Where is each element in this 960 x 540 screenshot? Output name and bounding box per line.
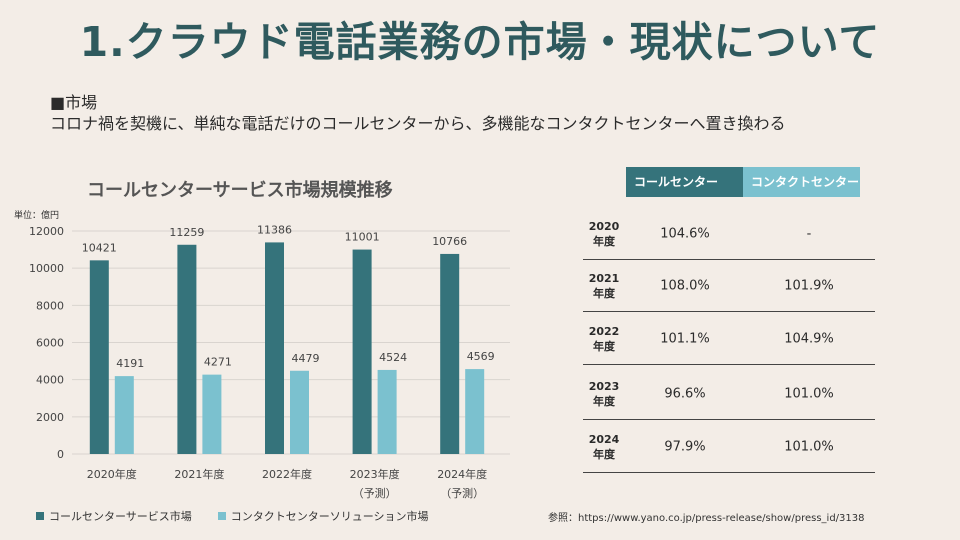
- x-tick-label: 2023年度: [350, 467, 400, 481]
- y-tick-label: 2000: [36, 411, 64, 424]
- x-tick-label: 2021年度: [174, 467, 224, 481]
- bar-contact-center: [115, 376, 134, 454]
- chart-legend: コールセンターサービス市場 コンタクトセンターソリューション市場: [36, 508, 429, 524]
- bar-call-center: [265, 242, 284, 454]
- row-year: 2021 年度: [583, 271, 625, 301]
- y-tick-label: 10000: [29, 262, 64, 275]
- data-label: 4524: [379, 351, 407, 364]
- reference-link: 参照：https://www.yano.co.jp/press-release/…: [548, 509, 864, 524]
- table-row: 2024 年度 97.9% 101.0%: [583, 421, 875, 473]
- row-year-number: 2023: [583, 379, 625, 394]
- row-year: 2022 年度: [583, 324, 625, 354]
- x-tick-sublabel: （予測）: [353, 486, 397, 500]
- legend-item-contact: コンタクトセンターソリューション市場: [218, 508, 429, 524]
- legend-item-call: コールセンターサービス市場: [36, 508, 192, 524]
- bar-contact-center: [290, 371, 309, 454]
- data-label: 10766: [432, 235, 467, 248]
- row-year-number: 2024: [583, 432, 625, 447]
- bar-call-center: [353, 250, 372, 454]
- data-label: 10421: [82, 241, 117, 254]
- cell-call-growth: 108.0%: [641, 278, 729, 293]
- bar-contact-center: [378, 370, 397, 454]
- table-row: 2021 年度 108.0% 101.9%: [583, 260, 875, 312]
- data-label: 4191: [116, 357, 144, 370]
- legend-label-call: コールセンターサービス市場: [49, 508, 192, 524]
- market-description: コロナ禍を契機に、単純な電話だけのコールセンターから、多機能なコンタクトセンター…: [50, 110, 786, 134]
- cell-call-growth: 104.6%: [641, 226, 729, 241]
- row-year-number: 2020: [583, 219, 625, 234]
- y-tick-label: 6000: [36, 337, 64, 350]
- data-label: 11386: [257, 223, 292, 236]
- cell-contact-growth: 101.0%: [747, 439, 871, 454]
- header-call-center: コールセンター: [626, 167, 743, 197]
- data-label: 11001: [345, 231, 380, 244]
- row-year: 2020 年度: [583, 219, 625, 249]
- table-row: 2023 年度 96.6% 101.0%: [583, 368, 875, 420]
- bar-contact-center: [465, 369, 484, 454]
- row-year-suffix: 年度: [583, 286, 625, 301]
- cell-call-growth: 97.9%: [641, 439, 729, 454]
- data-label: 4569: [467, 350, 495, 363]
- y-tick-label: 4000: [36, 374, 64, 387]
- row-year-number: 2022: [583, 324, 625, 339]
- x-tick-label: 2022年度: [262, 467, 312, 481]
- table-row: 2020 年度 104.6% -: [583, 208, 875, 260]
- chart-title: コールセンターサービス市場規模推移: [87, 176, 393, 202]
- cell-contact-growth: 101.9%: [747, 278, 871, 293]
- row-year: 2024 年度: [583, 432, 625, 462]
- x-tick-sublabel: （予測）: [440, 486, 484, 500]
- x-tick-label: 2024年度: [437, 467, 487, 481]
- legend-label-contact: コンタクトセンターソリューション市場: [231, 508, 429, 524]
- bar-contact-center: [202, 375, 221, 454]
- header-contact-center: コンタクトセンター: [743, 167, 860, 197]
- x-tick-label: 2020年度: [87, 467, 137, 481]
- row-year-number: 2021: [583, 271, 625, 286]
- bar-call-center: [177, 245, 196, 454]
- bar-chart: 0 2000 4000 6000 8000 10000 12000 10421 4191 2020…: [0, 210, 530, 506]
- bar-call-center: [90, 260, 109, 454]
- y-tick-label: 8000: [36, 299, 64, 312]
- cell-call-growth: 96.6%: [641, 386, 729, 401]
- table-row: 2022 年度 101.1% 104.9%: [583, 313, 875, 365]
- row-year-suffix: 年度: [583, 394, 625, 409]
- cell-contact-growth: 101.0%: [747, 386, 871, 401]
- row-year-suffix: 年度: [583, 234, 625, 249]
- legend-swatch-call: [36, 512, 44, 520]
- cell-contact-growth: 104.9%: [747, 331, 871, 346]
- row-year: 2023 年度: [583, 379, 625, 409]
- data-label: 4479: [292, 352, 320, 365]
- row-year-suffix: 年度: [583, 339, 625, 354]
- cell-contact-growth: -: [747, 226, 871, 241]
- cell-call-growth: 101.1%: [641, 331, 729, 346]
- slide-title: 1.クラウド電話業務の市場・現状について: [0, 8, 960, 68]
- legend-swatch-contact: [218, 512, 226, 520]
- y-tick-label: 0: [57, 448, 64, 461]
- growth-table-header: コールセンター コンタクトセンター: [626, 167, 860, 197]
- row-year-suffix: 年度: [583, 447, 625, 462]
- data-label: 4271: [204, 356, 232, 369]
- data-label: 11259: [169, 226, 204, 239]
- bar-call-center: [440, 254, 459, 454]
- y-tick-label: 12000: [29, 225, 64, 238]
